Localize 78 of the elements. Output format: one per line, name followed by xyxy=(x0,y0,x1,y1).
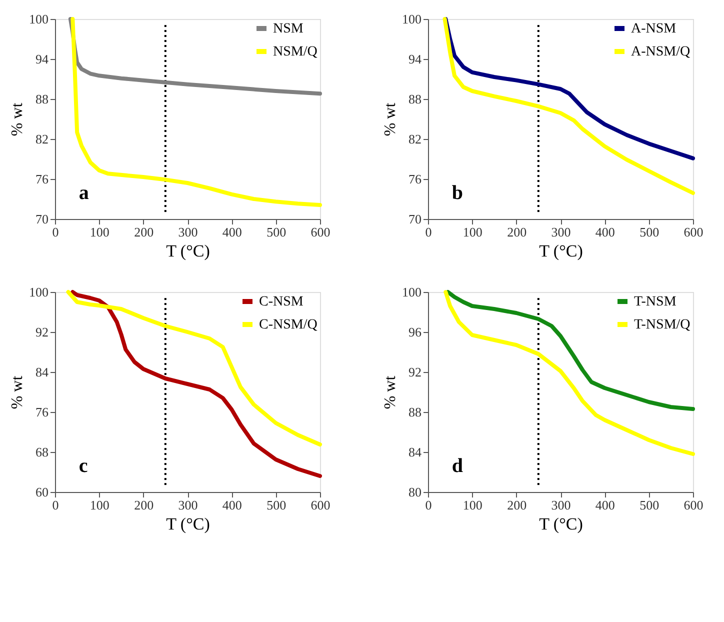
x-tick-label: 100 xyxy=(462,224,482,240)
y-axis-title: % wt xyxy=(382,102,399,136)
y-axis-title: % wt xyxy=(9,102,26,136)
annotation: b xyxy=(452,182,463,204)
x-tick-label: 200 xyxy=(134,498,154,512)
x-tick-label: 600 xyxy=(684,498,704,512)
line-series xyxy=(446,290,695,411)
legend-label: NSM/Q xyxy=(273,44,318,60)
x-tick-label: 200 xyxy=(507,224,527,240)
x-tick-label: 100 xyxy=(462,498,482,512)
x-tick-label: 0 xyxy=(425,224,432,240)
x-tick-label: 600 xyxy=(310,498,330,512)
line-series xyxy=(70,290,322,478)
annotation: a xyxy=(78,182,89,204)
x-tick-label: 0 xyxy=(52,498,59,512)
y-tick-label: 88 xyxy=(408,404,422,420)
x-tick-label: 300 xyxy=(551,224,571,240)
legend-label: A-NSM/Q xyxy=(631,44,690,60)
line-series xyxy=(444,290,695,456)
x-tick-label: 100 xyxy=(90,224,110,240)
legend-label: NSM xyxy=(273,22,304,36)
x-tick-label: 100 xyxy=(90,498,110,512)
y-tick-label: 100 xyxy=(29,12,48,26)
y-axis-title: % wt xyxy=(382,375,399,410)
y-tick-label: 76 xyxy=(36,404,49,420)
legend-label: T-NSM/Q xyxy=(634,318,690,332)
y-tick-label: 88 xyxy=(36,92,48,106)
y-tick-label: 76 xyxy=(36,172,49,186)
x-tick-label: 0 xyxy=(425,498,432,512)
y-tick-label: 100 xyxy=(402,12,422,26)
y-tick-label: 70 xyxy=(408,212,422,226)
line-series xyxy=(70,17,322,207)
x-tick-label: 500 xyxy=(266,224,286,240)
y-tick-label: 94 xyxy=(408,52,422,66)
x-tick-label: 300 xyxy=(178,224,198,240)
legend-label: C-NSM/Q xyxy=(259,318,318,332)
y-tick-label: 96 xyxy=(408,324,422,340)
y-tick-label: 68 xyxy=(36,444,48,460)
x-axis-title: T (°C) xyxy=(166,242,210,260)
x-tick-label: 500 xyxy=(266,498,286,512)
x-tick-label: 200 xyxy=(134,224,154,240)
x-tick-label: 400 xyxy=(222,224,242,240)
legend-label: T-NSM xyxy=(634,294,677,310)
x-tick-label: 300 xyxy=(551,498,571,512)
x-tick-label: 200 xyxy=(507,498,527,512)
y-tick-label: 80 xyxy=(408,484,422,500)
y-tick-label: 88 xyxy=(408,92,422,106)
x-tick-label: 500 xyxy=(640,224,660,240)
annotation: c xyxy=(78,455,88,477)
y-tick-label: 100 xyxy=(402,284,422,300)
y-tick-label: 82 xyxy=(408,132,422,146)
x-tick-label: 400 xyxy=(595,498,615,512)
y-tick-label: 70 xyxy=(36,212,48,226)
y-tick-label: 100 xyxy=(29,284,48,300)
x-axis-title: T (°C) xyxy=(166,514,210,534)
x-axis-title: T (°C) xyxy=(539,514,583,534)
x-tick-label: 600 xyxy=(310,224,330,240)
x-tick-label: 400 xyxy=(222,498,242,512)
legend-label: A-NSM xyxy=(631,22,677,36)
y-tick-label: 84 xyxy=(408,444,422,460)
y-tick-label: 76 xyxy=(408,172,422,186)
x-tick-label: 600 xyxy=(684,224,704,240)
line-series xyxy=(66,290,322,446)
x-axis-title: T (°C) xyxy=(539,242,583,260)
y-tick-label: 92 xyxy=(36,324,48,340)
x-tick-label: 500 xyxy=(640,498,660,512)
y-tick-label: 82 xyxy=(36,132,48,146)
x-tick-label: 400 xyxy=(595,224,615,240)
y-tick-label: 92 xyxy=(408,364,422,380)
line-series xyxy=(444,17,695,160)
y-tick-label: 84 xyxy=(36,364,49,380)
y-tick-label: 94 xyxy=(36,52,49,66)
x-tick-label: 300 xyxy=(178,498,198,512)
legend-label: C-NSM xyxy=(259,294,304,310)
y-axis-title: % wt xyxy=(9,375,26,410)
annotation: d xyxy=(452,455,463,477)
x-tick-label: 0 xyxy=(52,224,59,240)
y-tick-label: 60 xyxy=(36,484,48,500)
